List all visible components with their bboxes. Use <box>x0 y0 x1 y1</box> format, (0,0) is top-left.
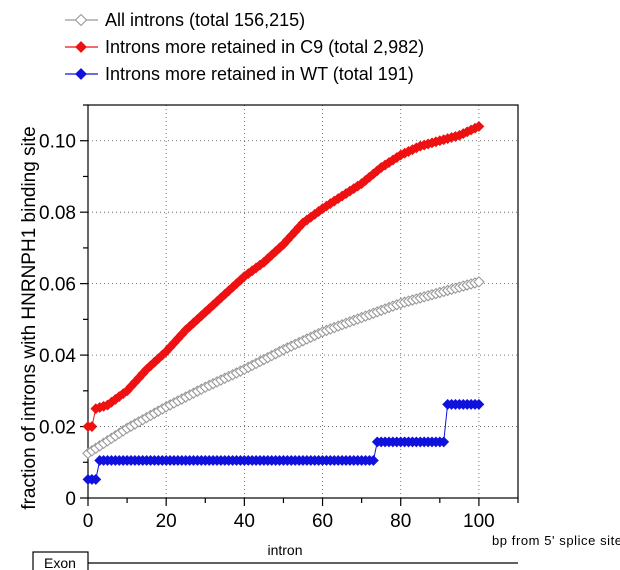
legend-marker <box>75 41 87 53</box>
x-axis-label: bp from 5' splice site <box>492 533 620 548</box>
x-tick-label: 60 <box>312 511 333 532</box>
data-point-all <box>473 276 485 288</box>
legend-entry: Introns more retained in WT (total 191) <box>65 64 414 84</box>
y-tick-label: 0 <box>65 489 76 510</box>
data-point-c9 <box>86 421 98 432</box>
y-tick-label: 0.06 <box>39 275 76 296</box>
data-point-wt <box>367 455 379 466</box>
legend-marker <box>74 13 88 27</box>
y-tick-label: 0.10 <box>39 132 76 153</box>
legend-label: All introns (total 156,215) <box>105 10 305 30</box>
series-layer <box>82 121 485 485</box>
y-tick-label: 0.04 <box>39 346 76 367</box>
series-wt <box>82 398 485 485</box>
intron-label: intron <box>267 542 302 558</box>
data-point-c9 <box>473 121 485 132</box>
data-point-wt <box>90 473 102 485</box>
x-tick-label: 40 <box>234 511 255 532</box>
x-tick-label: 80 <box>390 511 411 532</box>
legend-entry: Introns more retained in C9 (total 2,982… <box>65 37 424 57</box>
y-axis-label: fraction of introns with HNRNPH1 binding… <box>19 126 40 509</box>
series-line-c9 <box>88 125 480 427</box>
data-point-wt <box>473 398 485 410</box>
legend-label: Introns more retained in C9 (total 2,982… <box>105 37 424 57</box>
legend-label: Introns more retained in WT (total 191) <box>105 64 414 84</box>
x-tick-label: 20 <box>156 511 177 532</box>
series-c9 <box>82 121 485 432</box>
legend: All introns (total 156,215) Introns more … <box>65 10 424 84</box>
y-tick-label: 0.02 <box>39 418 76 439</box>
data-point-wt <box>438 436 450 448</box>
legend-entry: All introns (total 156,215) <box>65 10 305 30</box>
legend-marker <box>75 68 87 80</box>
exon-label: Exon <box>44 555 76 570</box>
axes: 0 20 40 60 80 100 0 0.02 0.04 0.06 0.08 0.10 <box>39 104 519 532</box>
gene-track: Exon intron <box>32 542 518 570</box>
series-all-introns <box>82 276 485 460</box>
plot-frame <box>87 104 519 499</box>
x-tick-label: 0 <box>83 511 94 532</box>
grid <box>87 105 518 499</box>
y-tick-label: 0.08 <box>39 203 76 224</box>
x-tick-label: 100 <box>463 511 495 532</box>
